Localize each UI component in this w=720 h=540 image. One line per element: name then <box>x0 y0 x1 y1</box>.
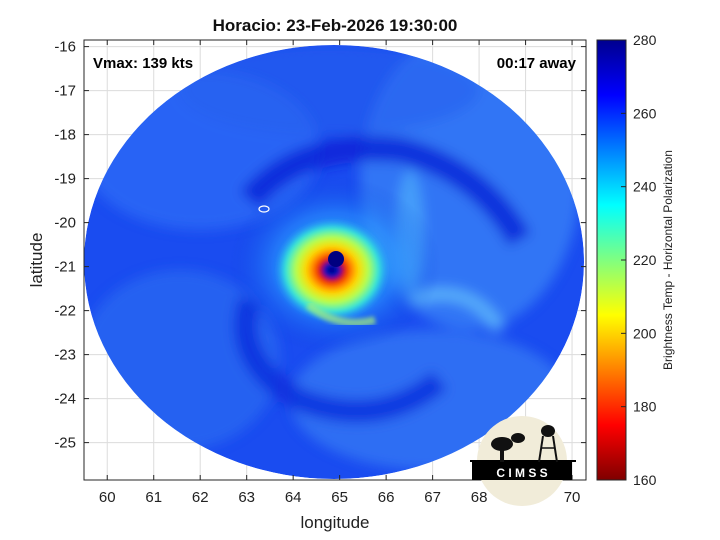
x-tick-label: 67 <box>424 489 441 506</box>
colorbar-tick-label: 280 <box>633 32 657 48</box>
logo-text: C I M S S <box>496 466 547 480</box>
y-tick-label: -23 <box>54 347 76 364</box>
x-axis-title: longitude <box>300 513 369 532</box>
time-away-annotation: 00:17 away <box>497 55 577 72</box>
y-axis: -16 -17 -18 -19 -20 -21 -22 -23 -24 -25 <box>54 39 586 452</box>
colorbar-ticks: 160 180 200 220 240 260 280 <box>621 32 657 488</box>
cimss-logo: C I M S S <box>470 416 576 506</box>
x-tick-label: 64 <box>285 489 302 506</box>
colorbar-tick-label: 180 <box>633 399 657 415</box>
y-tick-label: -20 <box>54 215 76 232</box>
colorbar-tick-label: 240 <box>633 179 657 195</box>
y-tick-label: -21 <box>54 259 76 276</box>
x-tick-label: 68 <box>471 489 488 506</box>
vmax-annotation: Vmax: 139 kts <box>93 55 193 72</box>
y-tick-label: -24 <box>54 391 76 408</box>
y-tick-label: -17 <box>54 83 76 100</box>
y-tick-label: -18 <box>54 127 76 144</box>
y-tick-label: -25 <box>54 435 76 452</box>
y-tick-label: -16 <box>54 39 76 56</box>
colorbar-tick-label: 200 <box>633 325 657 341</box>
x-tick-label: 61 <box>145 489 162 506</box>
chart-title: Horacio: 23-Feb-2026 19:30:00 <box>213 16 458 35</box>
colorbar-tick-label: 160 <box>633 472 657 488</box>
y-axis-title: latitude <box>27 233 46 288</box>
y-tick-label: -22 <box>54 303 76 320</box>
colorbar: 160 180 200 220 240 260 280 Brightness Temp - … <box>596 32 675 488</box>
x-tick-label: 65 <box>331 489 348 506</box>
axes-frame <box>83 39 587 481</box>
colorbar-tick-label: 220 <box>633 252 657 268</box>
x-tick-label: 62 <box>192 489 209 506</box>
y-tick-label: -19 <box>54 171 76 188</box>
x-tick-label: 63 <box>238 489 255 506</box>
x-tick-label: 60 <box>99 489 116 506</box>
x-tick-label: 70 <box>564 489 581 506</box>
colorbar-tick-label: 260 <box>633 105 657 121</box>
x-tick-label: 66 <box>378 489 395 506</box>
colorbar-title: Brightness Temp - Horizontal Polarizatio… <box>661 150 675 370</box>
